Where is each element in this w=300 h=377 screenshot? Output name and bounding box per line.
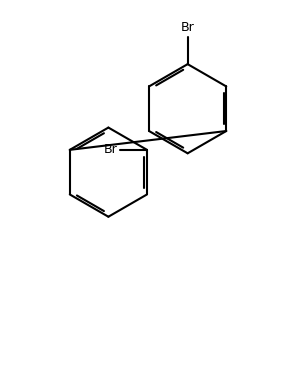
Text: Br: Br	[181, 21, 194, 34]
Text: Br: Br	[103, 143, 117, 156]
